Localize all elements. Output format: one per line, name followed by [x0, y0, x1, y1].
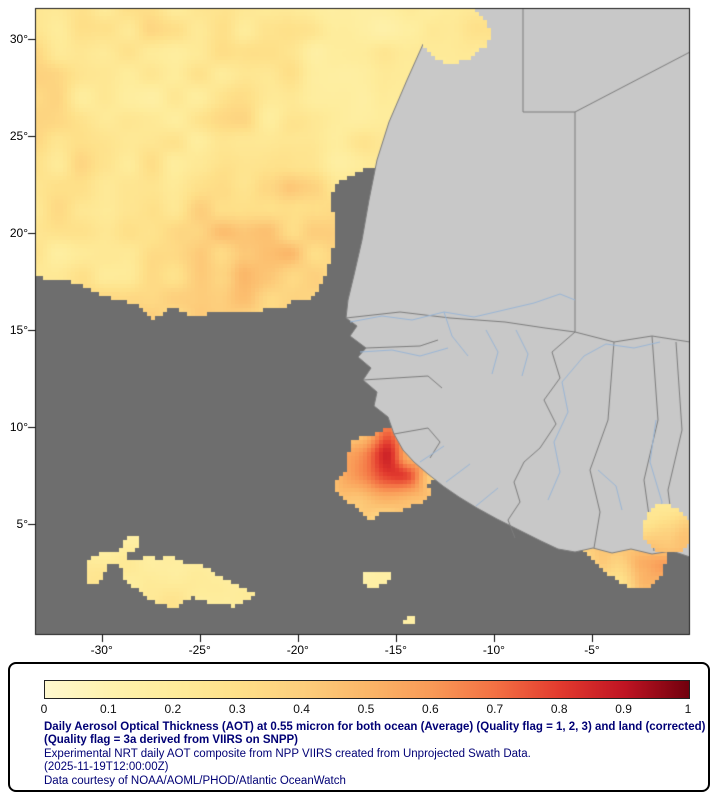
legend-line-experimental: Experimental NRT daily AOT composite fro…: [44, 747, 531, 760]
lon-tick-label: -30°: [90, 643, 113, 657]
colorbar-tick-label: 0.8: [550, 702, 568, 716]
lon-tick-label: -20°: [286, 643, 309, 657]
lon-tick-label: -10°: [482, 643, 505, 657]
lat-tick-label: 15°: [9, 323, 28, 338]
legend-line-timestamp: (2025-11-19T12:00:00Z): [44, 761, 169, 774]
colorbar-tick-label: 0.4: [293, 702, 310, 716]
colorbar-ticks: 0 0.1 0.2 0.3 0.4 0.5 0.6 0.7 0.8 0.9 1: [10, 664, 708, 790]
lat-tick-label: 20°: [9, 226, 28, 241]
lat-tick-label: 30°: [9, 32, 28, 47]
colorbar-tick-label: 0.3: [228, 702, 246, 716]
lon-tick-label: -5°: [584, 643, 600, 657]
colorbar-tick-label: 0.9: [615, 702, 632, 716]
colorbar-tick-label: 0.5: [357, 702, 375, 716]
lat-tick-label: 25°: [9, 129, 28, 144]
legend-title: Daily Aerosol Optical Thickness (AOT) at…: [44, 721, 706, 747]
aot-map-canvas: [0, 0, 720, 660]
lon-tick-label: -15°: [384, 643, 407, 657]
colorbar-tick-label: 0.7: [486, 702, 504, 716]
lon-tick-label: -25°: [188, 643, 211, 657]
colorbar-tick-label: 0.2: [164, 702, 182, 716]
legend-panel: 0 0.1 0.2 0.3 0.4 0.5 0.6 0.7 0.8 0.9 1 Daily Aero…: [8, 662, 710, 792]
legend-text-block: Daily Aerosol Optical Thickness (AOT) at…: [44, 721, 706, 788]
legend-line-courtesy: Data courtesy of NOAA/AOML/PHOD/Atlantic…: [44, 774, 346, 787]
lat-tick-label: 10°: [9, 420, 28, 435]
lat-tick-label: 5°: [16, 517, 28, 532]
colorbar-tick-label: 0.1: [100, 702, 117, 716]
colorbar-tick-label: 0.6: [422, 702, 439, 716]
colorbar-tick-label: 0: [40, 702, 48, 716]
colorbar-tick-label: 1: [684, 702, 692, 716]
aot-colorbar: [44, 680, 690, 699]
